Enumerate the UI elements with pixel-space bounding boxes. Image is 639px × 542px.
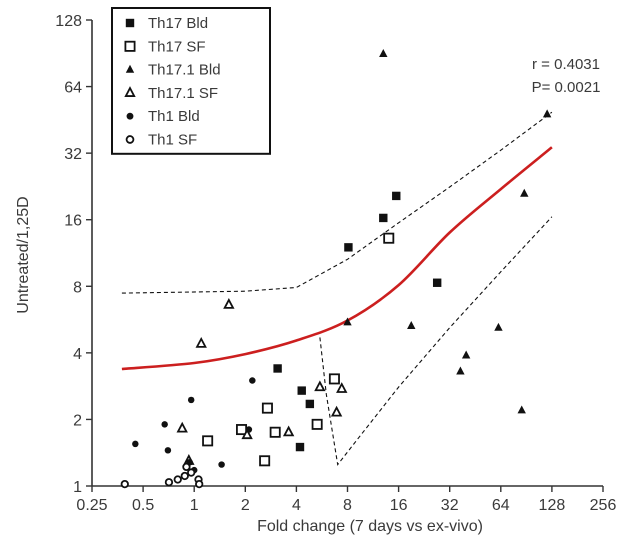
x-tick-label: 64 [492, 497, 510, 514]
legend-marker [126, 112, 134, 120]
legend-marker [125, 18, 135, 28]
legend-label: Th17 Bld [148, 15, 208, 32]
th17-1-sf-point [176, 421, 188, 433]
th17-sf-point [261, 402, 273, 414]
th17-sf-point [269, 426, 281, 438]
th17-1-sf-point [241, 428, 253, 440]
x-tick-label: 128 [539, 497, 566, 514]
th17-bld-point [297, 386, 306, 395]
th1-bld-point [187, 396, 195, 404]
x-tick-label: 4 [292, 497, 301, 514]
y-axis-title: Untreated/1,25D [15, 196, 32, 313]
th17-1-bld-point [461, 350, 471, 359]
th17-sf-point [202, 435, 214, 447]
legend-label: Th17.1 Bld [148, 62, 221, 79]
x-tick-label: 8 [343, 497, 352, 514]
th1-sf-point [180, 471, 189, 481]
th1-bld-point [249, 377, 256, 384]
th1-sf-point [120, 479, 129, 489]
legend-marker [125, 64, 135, 73]
y-tick-label: 32 [64, 146, 82, 163]
th17-1-sf-point [330, 405, 343, 417]
legend-box [111, 7, 271, 155]
th1-bld-point [161, 421, 168, 428]
th17-sf-point [311, 418, 323, 430]
th17-1-sf-point [223, 297, 235, 309]
fit-line [121, 146, 553, 371]
x-tick-label: 16 [390, 497, 408, 514]
x-tick-label: 0.5 [132, 497, 154, 514]
correlation-p: P= 0.0021 [532, 79, 601, 96]
legend-marker [124, 40, 136, 52]
x-tick-label: 1 [190, 497, 199, 514]
confidence-band-lower [319, 216, 553, 466]
x-tick-label: 32 [441, 497, 459, 514]
axes: 0.25 0.5 1 2 4 8 16 32 64 128 256 1 2 4 8 16 32 64 128 [55, 13, 616, 514]
x-tick-label: 0.25 [76, 497, 107, 514]
th1-sf-point [182, 462, 191, 472]
th1-bld-point [132, 440, 139, 448]
confidence-band [121, 111, 553, 466]
th1-bld-point [164, 447, 172, 454]
legend-marker [124, 86, 136, 97]
th1-sf-point [164, 478, 174, 487]
th17-bld-point [432, 278, 442, 287]
th17-1-sf-point [195, 336, 207, 348]
y-tick-label: 8 [73, 279, 82, 296]
th17-sf-point [328, 373, 340, 385]
th17-bld-point [344, 243, 353, 252]
th17-1-bld-point [407, 320, 416, 329]
th17-1-sf-point [314, 380, 326, 392]
correlation-r: r = 0.4031 [532, 56, 600, 73]
x-tick-label: 2 [241, 497, 250, 514]
th17-bld-point [392, 191, 401, 201]
th17-1-bld-point [520, 188, 529, 197]
legend-marker [125, 135, 135, 144]
th17-1-sf-point [336, 382, 348, 393]
fit-line-group [121, 146, 553, 371]
y-tick-label: 128 [55, 13, 82, 30]
th17-sf-point [259, 455, 271, 467]
legend-label: Th1 Bld [148, 108, 200, 125]
data-points [120, 48, 552, 489]
th17-sf-point [383, 232, 395, 244]
th17-bld-point [379, 213, 388, 223]
legend-label: Th1 SF [148, 132, 197, 149]
th17-1-sf-point [282, 425, 295, 437]
y-tick-label: 16 [64, 213, 82, 230]
th17-1-bld-point [343, 317, 352, 326]
x-axis-title: Fold change (7 days vs ex-vivo) [257, 518, 483, 535]
th17-bld-point [305, 399, 315, 409]
th1-sf-point [173, 475, 182, 484]
y-tick-label: 1 [73, 479, 82, 496]
legend-label: Th17 SF [148, 38, 206, 55]
th17-1-bld-point [494, 322, 503, 331]
y-tick-label: 2 [73, 412, 82, 429]
th17-sf-point [236, 424, 248, 436]
th1-sf-point [187, 468, 196, 477]
th17-1-bld-point [542, 109, 552, 118]
th1-bld-point [218, 461, 225, 468]
y-tick-label: 4 [73, 346, 82, 363]
th17-bld-point [273, 364, 282, 373]
th17-bld-point [295, 442, 305, 452]
th1-bld-point [245, 426, 253, 433]
th17-1-bld-point [517, 405, 526, 414]
legend: Th17 Bld Th17 SF Th17.1 Bld Th17.1 SF Th1 Bl… [111, 7, 271, 155]
th1-sf-point [195, 479, 204, 489]
th17-1-bld-point [456, 366, 465, 375]
y-tick-label: 64 [64, 80, 82, 97]
legend-label: Th17.1 SF [148, 85, 218, 102]
th17-1-bld-point [379, 48, 388, 57]
x-tick-label: 256 [590, 497, 617, 514]
